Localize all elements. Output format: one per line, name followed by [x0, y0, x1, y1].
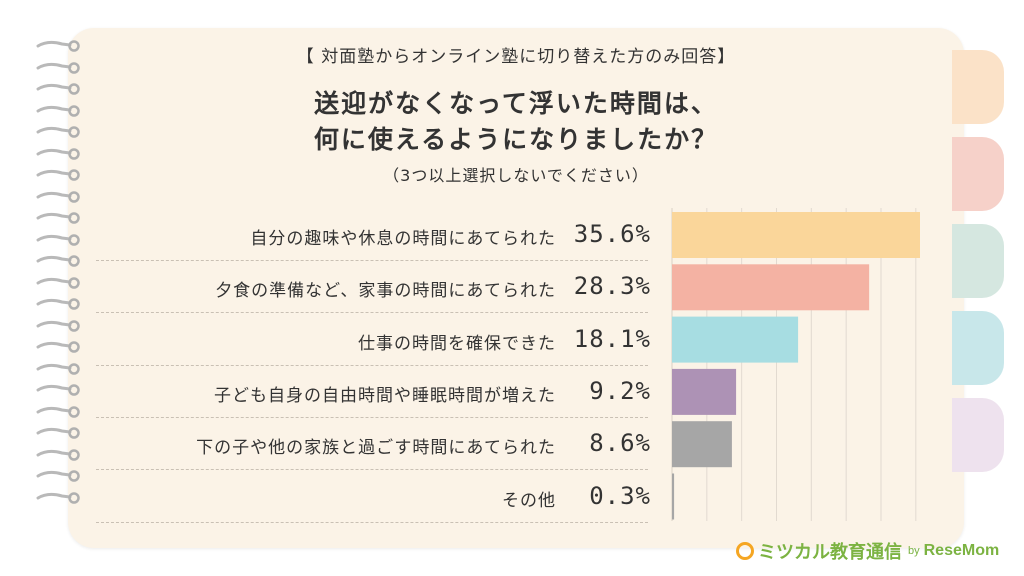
row-separator [96, 364, 648, 366]
spiral-ring [36, 384, 80, 396]
value-label: 35.6% [573, 220, 651, 248]
row-separator [96, 312, 648, 314]
spiral-ring [36, 190, 80, 203]
notebook-tab-3 [952, 224, 1004, 298]
category-label: その他 [502, 490, 556, 511]
spiral-ring [36, 298, 80, 310]
bar [672, 368, 737, 415]
bar [672, 473, 675, 520]
value-label: 8.6% [589, 429, 651, 458]
bar [672, 421, 732, 468]
row-separator [96, 469, 648, 471]
spiral-ring [36, 126, 80, 138]
spiral-ring [36, 427, 80, 439]
spiral-ring [36, 61, 80, 74]
row-separator [96, 260, 648, 261]
spiral-ring [36, 362, 80, 375]
spiral-ring [36, 169, 80, 181]
survey-note: 【 対面塾からオンライン塾に切り替えた方のみ回答】 [296, 47, 736, 67]
category-label: 自分の趣味や休息の時間にあてられた [250, 229, 556, 249]
spiral-ring [36, 255, 80, 267]
bar [672, 264, 870, 311]
spiral-ring [36, 448, 80, 461]
notebook-tab-1 [952, 50, 1004, 124]
spiral-ring [36, 40, 80, 52]
category-label: 下の子や他の家族と過ごす時間にあてられた [196, 438, 556, 459]
bar [672, 212, 920, 258]
logo-by-text: by [908, 545, 920, 557]
magnifier-icon [736, 542, 754, 560]
brand-logo: ミツカル教育通信 by ReseMom [736, 538, 999, 564]
value-label: 9.2% [589, 376, 651, 405]
spiral-ring [36, 276, 80, 289]
notebook-tab-2 [952, 137, 1004, 211]
value-label: 18.1% [573, 324, 651, 353]
spiral-ring [36, 104, 80, 117]
value-label: 28.3% [573, 272, 651, 301]
category-label: 子ども自身の自由時間や睡眠時間が増えた [214, 385, 556, 406]
spiral-ring [36, 470, 80, 482]
question-title-line-1: 送迎がなくなって浮いた時間は、 [314, 89, 718, 118]
row-separator [96, 521, 648, 523]
spiral-ring [36, 233, 80, 246]
question-instruction: （3つ以上選択しないでください） [383, 166, 649, 185]
category-label: 仕事の時間を確保できた [358, 333, 556, 354]
notebook-tab-4 [952, 311, 1004, 385]
category-label: 夕食の準備など、家事の時間にあてられた [215, 281, 556, 302]
spiral-ring [36, 212, 80, 224]
spiral-ring [36, 405, 80, 418]
bar [672, 316, 799, 363]
spiral-ring [36, 83, 80, 95]
spiral-ring [36, 341, 80, 353]
row-separator [96, 416, 648, 418]
spiral-ring [36, 147, 80, 160]
spiral-ring [36, 319, 80, 332]
question-title-line-2: 何に使えるようになりましたか？ [313, 125, 719, 154]
value-label: 0.3% [589, 481, 651, 510]
notebook-tab-5 [952, 398, 1004, 472]
logo-brand-text: ReseMom [923, 542, 1000, 559]
logo-main-text: ミツカル教育通信 [758, 542, 902, 562]
spiral-ring [36, 491, 80, 504]
